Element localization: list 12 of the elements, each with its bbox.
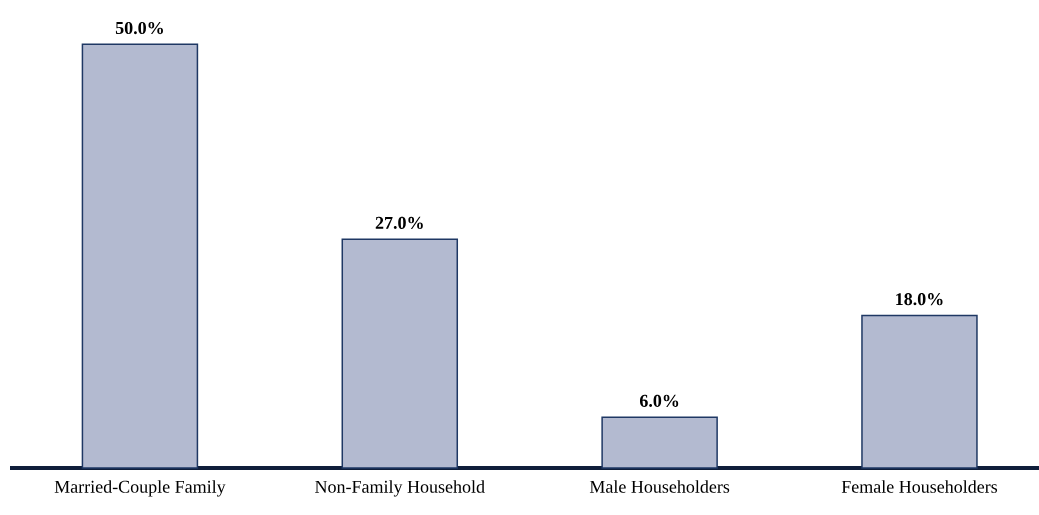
bar	[601, 416, 718, 469]
bar	[81, 43, 199, 469]
x-tick-label: Married-Couple Family	[54, 480, 226, 497]
data-label: 18.0%	[896, 293, 943, 306]
data-label: 27.0%	[375, 216, 423, 230]
x-tick-label: Female Householders	[841, 480, 998, 493]
bar	[341, 238, 459, 469]
data-label: 50.0%	[115, 21, 163, 35]
data-label: 6.0%	[639, 394, 679, 407]
x-tick-label: Non-Family Household	[315, 480, 485, 497]
bar	[861, 314, 978, 469]
x-tick-label: Male Householders	[589, 480, 730, 493]
